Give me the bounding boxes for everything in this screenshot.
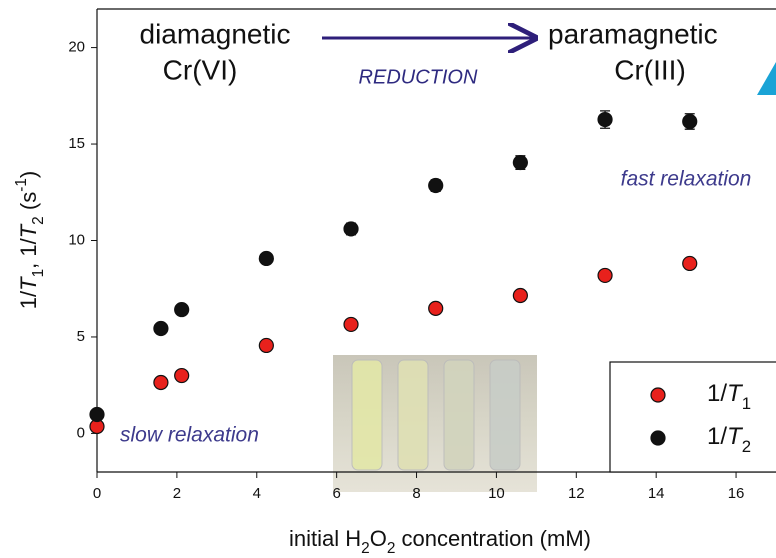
data-point: [512, 154, 528, 171]
y-tick-label: 10: [68, 231, 85, 248]
y-tick-label: 15: [68, 135, 85, 152]
x-tick-label: 0: [93, 485, 101, 502]
annotation: paramagnetic: [548, 18, 718, 49]
x-tick-label: 10: [488, 485, 505, 502]
x-tick-label: 6: [332, 485, 340, 502]
decor-triangle: [757, 62, 776, 95]
data-point: [153, 374, 169, 391]
photo-inset: [333, 355, 537, 492]
data-point: [174, 367, 190, 384]
data-point: [597, 267, 613, 284]
data-point: [512, 287, 528, 304]
data-point: [258, 250, 274, 267]
x-tick-label: 12: [568, 485, 585, 502]
data-point: [343, 316, 359, 333]
annotation: Cr(VI): [163, 54, 238, 85]
legend-box: [609, 361, 776, 473]
x-tick-label: 2: [173, 485, 181, 502]
legend-label: 1/T2: [707, 423, 751, 456]
data-point: [428, 177, 444, 194]
y-tick-label: 0: [77, 424, 85, 441]
y-tick-label: 20: [68, 39, 85, 56]
legend-marker: [650, 430, 666, 446]
annotation: REDUCTION: [359, 66, 478, 88]
legend-marker: [650, 387, 666, 403]
x-axis-label: initial H2O2 concentration (mM): [289, 526, 591, 557]
y-tick-label: 5: [77, 328, 85, 345]
x-tick-label: 8: [412, 485, 420, 502]
legend-label: 1/T1: [707, 380, 751, 413]
x-tick-label: 16: [728, 485, 745, 502]
data-point: [597, 111, 613, 128]
data-point: [682, 255, 698, 272]
data-point: [258, 337, 274, 354]
data-point: [153, 320, 169, 337]
annotation: fast relaxation: [621, 168, 752, 191]
data-point: [343, 221, 359, 237]
y-axis-label: 1/T1, 1/T2 (s-1): [13, 171, 47, 309]
data-point: [89, 406, 105, 423]
data-point: [428, 300, 444, 317]
data-point: [682, 113, 698, 130]
x-tick-label: 4: [253, 485, 261, 502]
annotation: Cr(III): [614, 54, 686, 85]
annotation: diamagnetic: [140, 18, 291, 49]
x-tick-label: 14: [648, 485, 665, 502]
annotation: slow relaxation: [120, 424, 259, 447]
data-point: [174, 301, 190, 318]
